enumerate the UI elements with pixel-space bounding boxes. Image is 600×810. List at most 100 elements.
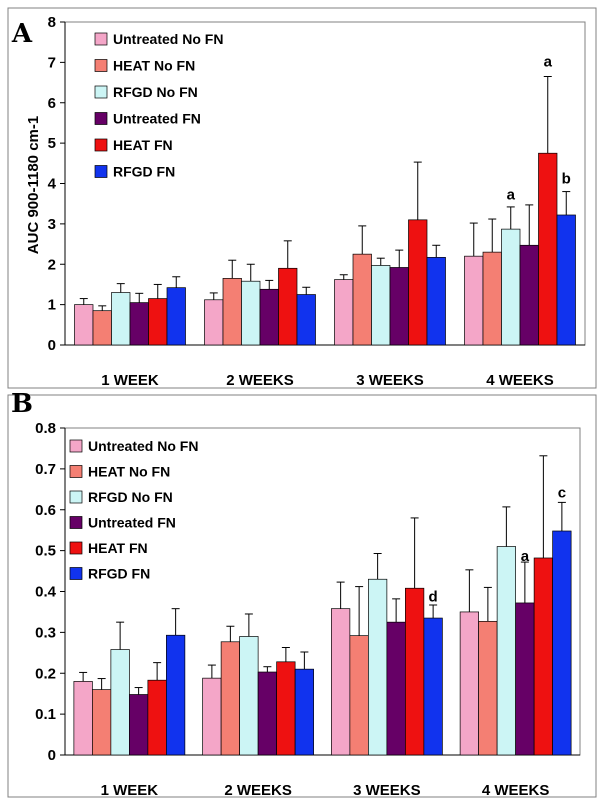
annotation-d: d xyxy=(429,589,438,606)
bar-heat-no-fn-4-weeks xyxy=(482,251,502,346)
bar-rfgd-fn-2-weeks xyxy=(296,294,316,346)
bar-untreated-fn-1-week xyxy=(129,302,149,346)
bar-rfgd-fn-3-weeks xyxy=(423,617,443,756)
y-tick-label: 0 xyxy=(48,747,56,764)
y-tick-label: 3 xyxy=(48,216,56,233)
y-tick-label: 7 xyxy=(48,54,56,71)
bar-untreated-no-fn-1-week xyxy=(74,304,94,346)
bar-untreated-no-fn-3-weeks xyxy=(331,608,351,756)
panel-b: B 0 0.1 0.2 0.3 0.4 0.5 0.6 0.7 0.8 1 WEEK 2 WEEKS 3… xyxy=(7,389,597,799)
category-label-3-weeks: 3 WEEKS xyxy=(353,782,421,799)
bar-untreated-fn-1-week xyxy=(129,694,149,756)
annotation-a: a xyxy=(544,53,553,70)
legend-label-rfgd-fn: RFGD FN xyxy=(113,164,175,180)
bar-rfgd-fn-4-weeks xyxy=(556,214,576,346)
y-tick-label: 0.6 xyxy=(35,502,56,519)
y-axis-label: AUC 900-1180 cm-1 xyxy=(25,116,42,254)
panel-letter: B xyxy=(11,389,33,419)
y-tick-label: 0.8 xyxy=(35,420,56,437)
y-tick-label: 0.5 xyxy=(35,543,56,560)
bar-untreated-no-fn-4-weeks xyxy=(459,611,479,756)
legend-swatch-heat-no-fn xyxy=(69,465,83,478)
legend-swatch-heat-fn xyxy=(94,138,108,152)
bar-untreated-no-fn-2-weeks xyxy=(204,299,224,346)
bar-heat-no-fn-1-week xyxy=(92,310,112,346)
bar-rfgd-no-fn-2-weeks xyxy=(241,280,261,346)
category-label-1-week: 1 WEEK xyxy=(101,782,159,799)
bar-rfgd-no-fn-2-weeks xyxy=(239,636,259,756)
legend-swatch-untreated-fn xyxy=(94,112,108,125)
legend-swatch-rfgd-fn xyxy=(94,165,108,178)
bar-untreated-fn-4-weeks xyxy=(515,602,535,756)
legend-label-rfgd-no-fn: RFGD No FN xyxy=(88,489,173,505)
bar-rfgd-fn-1-week xyxy=(166,287,186,346)
bar-rfgd-fn-1-week xyxy=(166,634,186,756)
bar-rfgd-no-fn-1-week xyxy=(110,649,130,756)
annotation-c: c xyxy=(558,484,566,501)
bar-untreated-fn-3-weeks xyxy=(386,621,406,756)
bar-heat-fn-2-weeks xyxy=(276,661,296,756)
y-tick-label: 0.3 xyxy=(35,624,56,641)
y-tick-label: 0.7 xyxy=(35,461,56,478)
y-tick-label: 6 xyxy=(48,95,56,112)
bar-untreated-fn-3-weeks xyxy=(389,267,409,346)
bar-rfgd-fn-4-weeks xyxy=(552,530,572,756)
legend-label-rfgd-no-fn: RFGD No FN xyxy=(113,84,198,100)
legend-swatch-heat-no-fn xyxy=(94,59,108,72)
bar-heat-fn-1-week xyxy=(148,298,168,346)
bar-untreated-fn-4-weeks xyxy=(519,244,539,346)
bar-heat-no-fn-3-weeks xyxy=(349,635,369,756)
legend-swatch-untreated-fn xyxy=(69,516,83,529)
bar-rfgd-no-fn-4-weeks xyxy=(501,228,521,346)
bar-heat-fn-2-weeks xyxy=(278,267,298,346)
legend: Untreated No FN HEAT No FN RFGD No FN Untre… xyxy=(69,438,198,582)
y-tick-label: 0.1 xyxy=(35,706,56,723)
legend-label-heat-fn: HEAT FN xyxy=(88,540,148,556)
legend-label-heat-fn: HEAT FN xyxy=(113,137,173,153)
bar-heat-fn-4-weeks xyxy=(533,557,553,756)
bar-heat-fn-4-weeks xyxy=(538,152,558,346)
bar-heat-no-fn-3-weeks xyxy=(352,253,372,346)
legend-swatch-untreated-no-fn xyxy=(69,439,83,453)
bar-untreated-no-fn-2-weeks xyxy=(202,677,222,756)
category-label-2-weeks: 2 WEEKS xyxy=(226,372,294,389)
legend-label-untreated-no-fn: Untreated No FN xyxy=(88,438,198,454)
y-tick-label: 4 xyxy=(48,176,57,193)
category-label-4-weeks: 4 WEEKS xyxy=(482,782,550,799)
legend-swatch-heat-fn xyxy=(69,541,83,555)
legend-swatch-rfgd-no-fn xyxy=(94,85,108,99)
category-label-4-weeks: 4 WEEKS xyxy=(486,372,554,389)
bar-rfgd-fn-3-weeks xyxy=(426,257,446,346)
bar-heat-no-fn-1-week xyxy=(92,689,112,756)
panel-letter: A xyxy=(11,19,33,49)
legend-label-rfgd-fn: RFGD FN xyxy=(88,566,150,582)
bar-untreated-fn-2-weeks xyxy=(257,671,277,756)
bar-heat-fn-3-weeks xyxy=(408,219,428,346)
bar-heat-no-fn-2-weeks xyxy=(220,641,240,756)
category-label-1-week: 1 WEEK xyxy=(101,372,159,389)
bar-heat-no-fn-2-weeks xyxy=(222,278,242,346)
bar-rfgd-no-fn-3-weeks xyxy=(368,578,388,756)
legend: Untreated No FN HEAT No FN RFGD No FN Untre… xyxy=(94,31,223,180)
bar-rfgd-no-fn-1-week xyxy=(111,292,131,346)
bar-untreated-fn-2-weeks xyxy=(259,288,279,346)
legend-swatch-untreated-no-fn xyxy=(94,32,108,46)
category-label-3-weeks: 3 WEEKS xyxy=(356,372,424,389)
bar-rfgd-fn-2-weeks xyxy=(294,668,314,756)
y-tick-label: 5 xyxy=(48,135,56,152)
category-label-2-weeks: 2 WEEKS xyxy=(224,782,292,799)
legend-swatch-rfgd-no-fn xyxy=(69,490,83,504)
y-tick-label: 0.2 xyxy=(35,665,56,682)
annotation-b: b xyxy=(562,171,571,188)
y-tick-label: 0 xyxy=(48,337,56,354)
y-tick-label: 2 xyxy=(48,256,56,273)
bar-heat-fn-3-weeks xyxy=(405,587,425,756)
y-tick-label: 1 xyxy=(48,297,56,314)
annotation-a: a xyxy=(521,548,530,565)
legend-swatch-rfgd-fn xyxy=(69,567,83,580)
bar-rfgd-no-fn-3-weeks xyxy=(371,265,391,346)
annotation-a: a xyxy=(507,187,516,204)
legend-label-heat-no-fn: HEAT No FN xyxy=(113,58,195,74)
y-tick-label: 0.4 xyxy=(35,584,57,601)
